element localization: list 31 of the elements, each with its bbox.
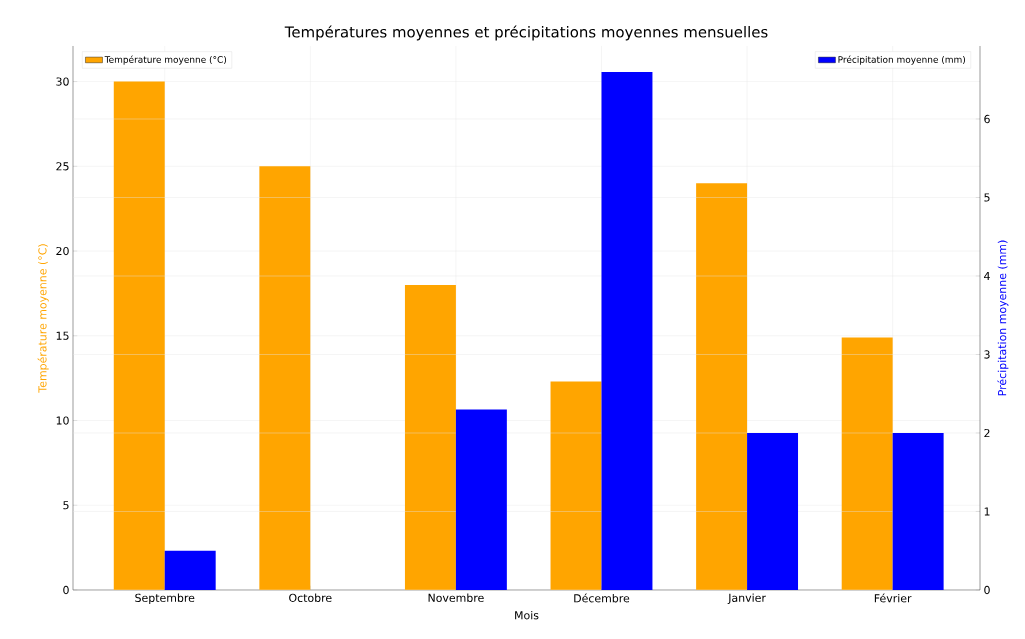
y-tick-label: 15 [56,331,69,340]
x-tick-label: Janvier [727,593,766,605]
y-tick-label: 0 [63,585,69,595]
y2-tick-label: 5 [984,193,990,202]
y-tick-label: 20 [56,246,69,256]
x-tick-label: Décembre [574,593,630,603]
x-tick-label: Février [874,593,912,603]
y-tick-label: 30 [56,77,69,86]
y-tick-label: 5 [63,501,69,510]
y2-tick-label: 1 [984,507,990,516]
y2-axis-title: Précipitation moyenne (mm) [997,240,1009,396]
x-tick-label: Octobre [289,593,332,602]
x-axis-title: Mois [515,610,539,620]
bar [113,81,165,590]
y2-tick-label: 6 [984,114,990,124]
y-axis-title: Température moyenne (°C) [37,244,49,393]
y-tick-label: 10 [56,416,69,425]
y2-tick-label: 0 [984,585,990,595]
legend-label: Température moyenne (°C) [104,55,227,65]
bar [164,550,216,590]
bar [601,71,653,590]
legend-label: Précipitation moyenne (mm) [838,55,966,65]
bar [696,183,748,590]
x-tick-label: Septembre [135,593,195,605]
y2-tick-label: 3 [984,350,990,359]
y-tick-label: 25 [56,162,69,171]
y2-tick-label: 4 [984,272,990,280]
bar [259,166,311,590]
chart-title: Températures moyennes et précipitations moyennes mensuelles [284,25,768,41]
y2-tick-label: 2 [984,428,990,438]
x-tick-label: Novembre [428,593,484,602]
